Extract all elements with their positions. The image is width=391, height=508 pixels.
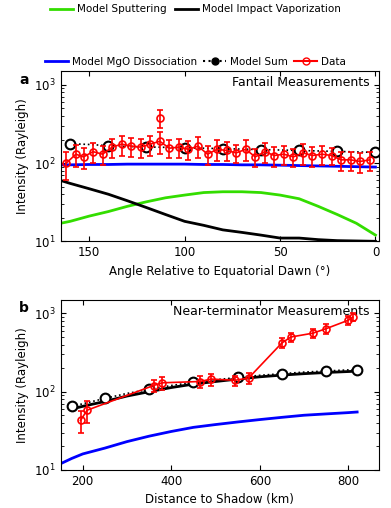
Text: a: a: [19, 73, 29, 87]
Y-axis label: Intensity (Rayleigh): Intensity (Rayleigh): [16, 327, 29, 442]
Legend: Model MgO Dissociation, Model Sum, Data: Model MgO Dissociation, Model Sum, Data: [45, 57, 346, 67]
X-axis label: Angle Relative to Equatorial Dawn (°): Angle Relative to Equatorial Dawn (°): [109, 265, 330, 278]
X-axis label: Distance to Shadow (km): Distance to Shadow (km): [145, 493, 294, 506]
Text: Near-terminator Measurements: Near-terminator Measurements: [173, 305, 370, 318]
Text: Fantail Measurements: Fantail Measurements: [232, 76, 370, 89]
Y-axis label: Intensity (Rayleigh): Intensity (Rayleigh): [16, 99, 29, 214]
Text: b: b: [19, 301, 29, 315]
